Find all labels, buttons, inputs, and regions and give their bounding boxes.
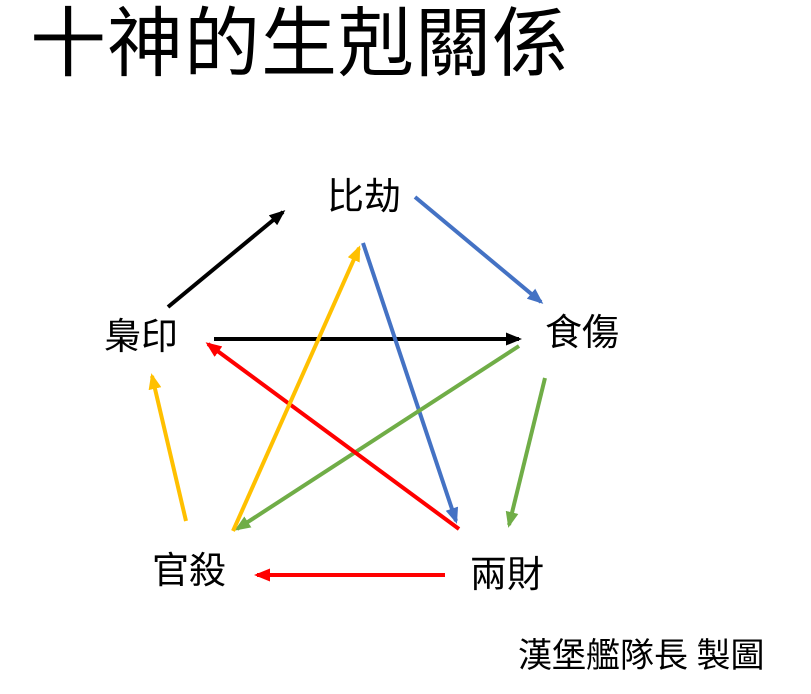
- page-title: 十神的生剋關係: [30, 3, 569, 87]
- arrow-xiaoyin-bijie: [166, 210, 286, 309]
- arrow-liangcai-xiaoyin: [205, 342, 461, 531]
- arrow-bijie-liangcai: [361, 242, 459, 524]
- arrow-guansha-xiaoyin: [148, 373, 188, 522]
- credit-text: 漢堡艦隊長 製圖: [518, 638, 765, 675]
- arrow-shishang-liangcai: [505, 377, 547, 528]
- node-xiaoyin: 梟印: [104, 317, 178, 358]
- node-guansha: 官殺: [152, 551, 226, 592]
- node-bijie: 比劫: [327, 177, 401, 218]
- arrow-bijie-shishang: [413, 195, 544, 304]
- node-liangcai: 兩財: [470, 555, 544, 596]
- arrow-guansha-bijie: [231, 245, 361, 532]
- arrow-shishang-guansha: [234, 344, 521, 531]
- node-shishang: 食傷: [545, 313, 619, 354]
